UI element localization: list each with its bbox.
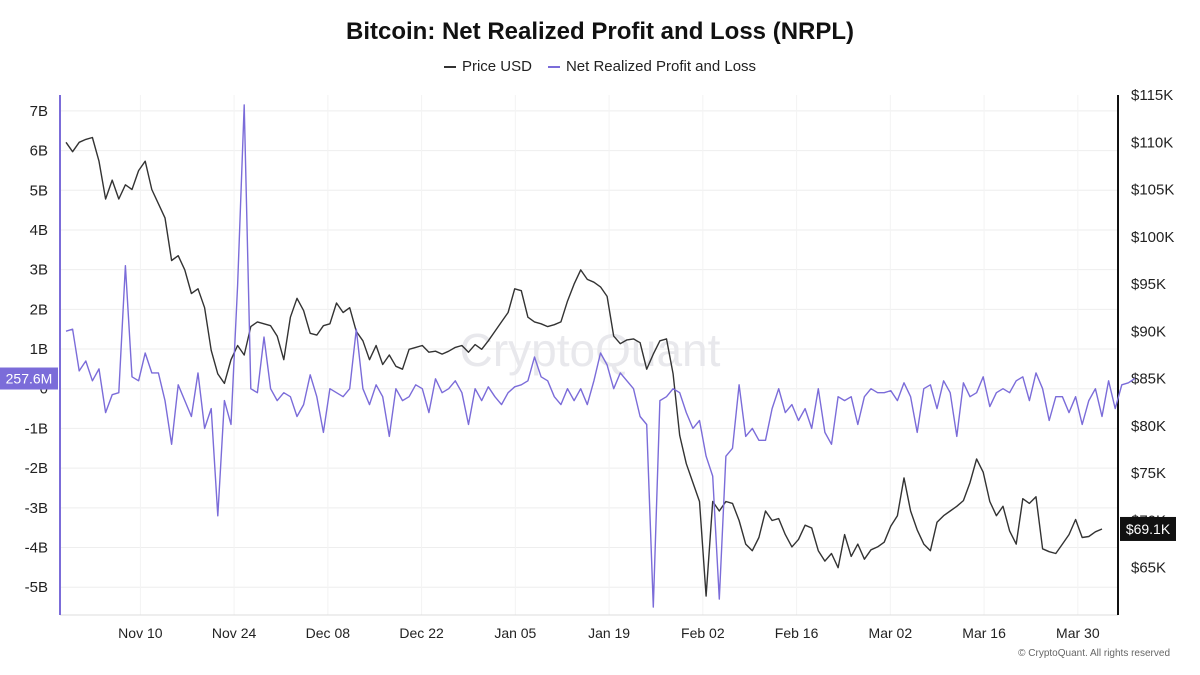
right-axis-tick-label: $85K: [1131, 371, 1166, 388]
left-current-value-text: 257.6M: [6, 371, 53, 387]
left-axis-tick-label: 3B: [30, 262, 48, 279]
x-axis-tick-label: Mar 16: [962, 625, 1006, 641]
legend-item-price[interactable]: Price USD: [443, 58, 532, 75]
right-axis-tick-label: $115K: [1131, 87, 1173, 104]
right-axis-tick-label: $110K: [1131, 134, 1173, 151]
right-axis-tick-label: $65K: [1131, 560, 1166, 577]
left-axis-tick-label: 1B: [30, 341, 48, 358]
copyright-footer: © CryptoQuant. All rights reserved: [1018, 648, 1170, 659]
left-axis-tick-label: 2B: [30, 301, 48, 318]
legend-label-nrpl: Net Realized Profit and Loss: [565, 58, 757, 75]
left-axis-tick-label: 7B: [30, 103, 48, 120]
chart-title: Bitcoin: Net Realized Profit and Loss (N…: [345, 18, 855, 45]
left-axis-tick-label: -2B: [25, 460, 48, 477]
left-current-value-badge: [0, 367, 58, 390]
right-axis-tick-label: $100K: [1131, 229, 1174, 246]
x-axis-tick-label: Feb 02: [681, 625, 725, 641]
right-current-value-badge: [1120, 516, 1176, 541]
left-axis-tick-label: 5B: [30, 182, 48, 199]
left-axis-tick-label: -3B: [25, 500, 48, 517]
x-axis-tick-label: Feb 16: [775, 625, 819, 641]
left-axis-tick-label: 4B: [30, 222, 48, 239]
left-axis-tick-label: -4B: [25, 540, 48, 557]
x-axis-tick-label: Jan 19: [588, 625, 630, 641]
chart-legend: Price USD Net Realized Profit and Loss: [0, 58, 1200, 75]
legend-label-price: Price USD: [461, 58, 532, 75]
x-axis-tick-label: Nov 24: [212, 625, 257, 641]
right-axis-tick-label: $80K: [1131, 418, 1166, 435]
x-axis-tick-label: Mar 02: [869, 625, 913, 641]
x-axis-tick-label: Jan 05: [494, 625, 536, 641]
x-axis-tick-label: Nov 10: [118, 625, 163, 641]
legend-swatch-nrpl: [547, 65, 560, 68]
x-axis-tick-label: Dec 08: [306, 625, 351, 641]
right-axis-tick-label: $90K: [1131, 323, 1166, 340]
right-axis-tick-label: $95K: [1131, 276, 1166, 293]
watermark: CryptoQuant: [460, 324, 721, 376]
right-axis-tick-label: $105K: [1131, 182, 1174, 199]
series-line-price-usd: [65, 136, 1103, 597]
legend-item-nrpl[interactable]: Net Realized Profit and Loss: [547, 58, 757, 75]
left-axis-tick-label: -5B: [25, 579, 48, 596]
left-axis-tick-label: -1B: [25, 420, 48, 437]
legend-swatch-price: [443, 65, 456, 68]
right-axis-tick-label: $75K: [1131, 465, 1166, 482]
x-axis-tick-label: Dec 22: [399, 625, 444, 641]
left-axis-tick-label: 6B: [30, 143, 48, 160]
x-axis-tick-label: Mar 30: [1056, 625, 1100, 641]
right-current-value-text: $69.1K: [1126, 521, 1171, 537]
series-line-nrpl: [65, 104, 1136, 608]
